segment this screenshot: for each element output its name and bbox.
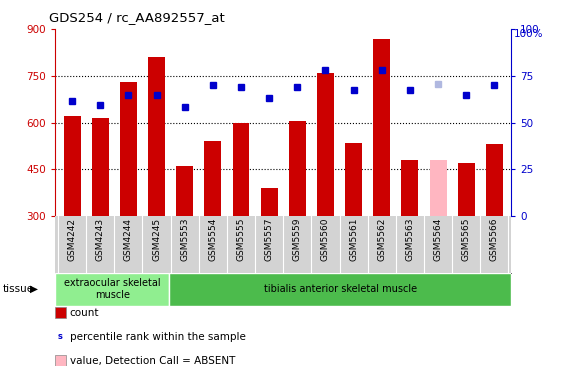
Text: GSM5553: GSM5553: [180, 218, 189, 261]
Text: GDS254 / rc_AA892557_at: GDS254 / rc_AA892557_at: [49, 11, 225, 24]
Bar: [374, 39, 390, 216]
Text: GSM5565: GSM5565: [462, 218, 471, 261]
Text: GSM4244: GSM4244: [124, 218, 133, 261]
Text: value, Detection Call = ABSENT: value, Detection Call = ABSENT: [70, 355, 235, 366]
Bar: [120, 82, 137, 216]
Text: ▶: ▶: [30, 284, 38, 294]
Bar: [486, 144, 503, 216]
Text: GSM5561: GSM5561: [349, 218, 358, 261]
Bar: [429, 160, 447, 216]
Text: GSM5555: GSM5555: [236, 218, 246, 261]
Text: GSM5560: GSM5560: [321, 218, 330, 261]
Bar: [169, 273, 511, 306]
Text: tibialis anterior skeletal muscle: tibialis anterior skeletal muscle: [264, 284, 417, 294]
Bar: [401, 160, 418, 216]
Bar: [261, 188, 278, 216]
Bar: [205, 141, 221, 216]
Text: GSM5557: GSM5557: [265, 218, 274, 261]
Text: GSM5559: GSM5559: [293, 218, 302, 261]
Text: s: s: [58, 332, 63, 341]
Text: count: count: [70, 308, 99, 318]
Bar: [317, 73, 334, 216]
Bar: [64, 116, 81, 216]
Text: GSM5554: GSM5554: [209, 218, 217, 261]
Bar: [345, 143, 362, 216]
Text: GSM4242: GSM4242: [67, 218, 77, 261]
Text: GSM5566: GSM5566: [490, 218, 499, 261]
Bar: [458, 163, 475, 216]
Text: GSM4245: GSM4245: [152, 218, 161, 261]
Text: GSM5563: GSM5563: [406, 218, 414, 261]
Bar: [232, 123, 249, 216]
Text: GSM5562: GSM5562: [377, 218, 386, 261]
Text: 100%: 100%: [514, 29, 544, 39]
Bar: [289, 121, 306, 216]
Text: GSM4243: GSM4243: [96, 218, 105, 261]
Text: percentile rank within the sample: percentile rank within the sample: [70, 332, 246, 342]
Bar: [92, 118, 109, 216]
Bar: [55, 273, 169, 306]
Bar: [148, 57, 165, 216]
Bar: [176, 166, 193, 216]
Text: extraocular skeletal
muscle: extraocular skeletal muscle: [64, 278, 160, 300]
Text: tissue: tissue: [3, 284, 34, 294]
Text: GSM5564: GSM5564: [433, 218, 443, 261]
